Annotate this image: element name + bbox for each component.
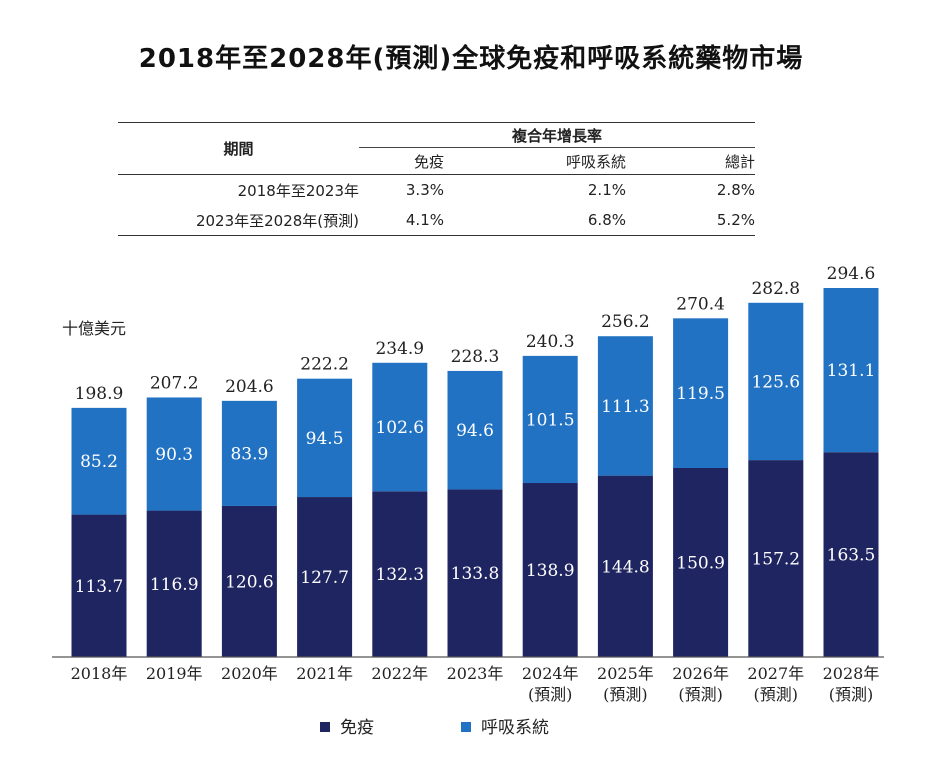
period-header: 期間	[223, 140, 254, 158]
cagr-group-header: 複合年增長率	[359, 123, 755, 148]
data-label-immunology: 132.3	[375, 565, 424, 585]
x-tick-label: (預測)	[528, 685, 573, 704]
data-label-total: 228.3	[451, 347, 500, 367]
x-tick-label: (預測)	[678, 685, 723, 704]
column-header-respiratory: 呼吸系統	[565, 152, 626, 171]
x-tick-label: 2019年	[146, 664, 203, 683]
data-label-respiratory: 94.6	[456, 421, 494, 441]
immunology-cagr-cell: 4.1%	[405, 211, 444, 229]
page-title: 2018年至2028年(預測)全球免疫和呼吸系統藥物市場	[138, 44, 804, 74]
data-label-immunology: 113.7	[75, 577, 124, 597]
data-label-total: 198.9	[75, 384, 124, 404]
respiratory-cagr-cell: 2.1%	[587, 181, 626, 199]
y-unit-label: 十億美元	[62, 319, 126, 338]
data-label-immunology: 157.2	[751, 550, 800, 570]
x-tick-label: 2021年	[296, 664, 353, 683]
x-tick-label: (預測)	[829, 685, 874, 704]
bar-immunology	[823, 452, 879, 657]
bar-respiratory	[597, 336, 653, 476]
legend-label: 免疫	[340, 718, 374, 738]
x-tick-label: 2020年	[221, 664, 278, 683]
bar-respiratory	[372, 362, 428, 492]
cagr-table: 期間 複合年增長率 免疫 呼吸系統 總計 2018年至2023年 3.3% 2.…	[118, 122, 755, 236]
column-header-total: 總計	[724, 152, 755, 171]
data-label-respiratory: 83.9	[230, 444, 268, 464]
data-label-respiratory: 111.3	[601, 397, 650, 417]
data-label-respiratory: 90.3	[155, 445, 193, 465]
bar-immunology	[221, 505, 277, 657]
data-label-immunology: 133.8	[451, 564, 500, 584]
data-label-total: 204.6	[225, 377, 274, 397]
legend-label: 呼吸系統	[481, 718, 549, 738]
bar-immunology	[447, 489, 503, 657]
total-cagr-cell: 2.8%	[716, 181, 755, 199]
bar-respiratory	[748, 302, 804, 461]
legend-swatch	[320, 722, 330, 732]
data-label-total: 240.3	[526, 332, 575, 352]
bar-respiratory	[673, 318, 729, 468]
immunology-cagr-cell: 3.3%	[405, 181, 444, 199]
data-label-respiratory: 101.5	[526, 410, 575, 430]
legend-swatch	[461, 722, 471, 732]
table-row: 2018年至2023年 3.3% 2.1% 2.8%	[118, 175, 755, 205]
data-label-respiratory: 85.2	[80, 452, 118, 472]
data-label-immunology: 163.5	[827, 546, 876, 566]
data-label-immunology: 116.9	[150, 575, 199, 595]
data-label-respiratory: 94.5	[306, 429, 344, 449]
data-label-total: 294.6	[827, 264, 876, 284]
data-label-immunology: 120.6	[225, 572, 274, 592]
bar-immunology	[297, 497, 353, 657]
x-tick-label: 2024年	[522, 664, 579, 683]
bar-immunology	[372, 491, 428, 657]
data-label-total: 234.9	[375, 339, 424, 359]
data-label-respiratory: 102.6	[375, 418, 424, 438]
respiratory-cagr-cell: 6.8%	[587, 211, 626, 229]
bar-immunology	[522, 483, 578, 657]
bar-respiratory	[146, 397, 202, 511]
x-tick-label: 2018年	[71, 664, 128, 683]
x-tick-label: 2022年	[371, 664, 428, 683]
bar-respiratory	[522, 355, 578, 484]
bar-respiratory	[447, 370, 503, 490]
period-cell: 2018年至2023年	[237, 181, 359, 200]
x-tick-label: 2028年	[823, 664, 880, 683]
data-label-total: 207.2	[150, 373, 199, 393]
period-cell: 2023年至2028年(預測)	[195, 211, 359, 230]
data-label-respiratory: 119.5	[676, 384, 725, 404]
bar-immunology	[673, 467, 729, 657]
table-row: 2023年至2028年(預測) 4.1% 6.8% 5.2%	[118, 205, 755, 236]
bar-immunology	[597, 475, 653, 657]
x-tick-label: (預測)	[603, 685, 648, 704]
column-header-immunology: 免疫	[413, 152, 444, 171]
bar-respiratory	[823, 288, 879, 453]
x-tick-label: 2025年	[597, 664, 654, 683]
x-tick-label: 2027年	[747, 664, 804, 683]
data-label-total: 270.4	[676, 294, 725, 314]
x-tick-label: (預測)	[754, 685, 799, 704]
bar-immunology	[71, 514, 127, 657]
bar-respiratory	[221, 400, 277, 506]
data-label-immunology: 144.8	[601, 557, 650, 577]
data-label-immunology: 150.9	[676, 553, 725, 573]
data-label-respiratory: 131.1	[827, 361, 876, 381]
data-label-total: 222.2	[300, 355, 349, 375]
bar-respiratory	[71, 407, 127, 515]
data-label-total: 256.2	[601, 312, 650, 332]
x-tick-label: 2026年	[672, 664, 729, 683]
data-label-respiratory: 125.6	[751, 372, 800, 392]
bar-respiratory	[297, 378, 353, 498]
data-label-immunology: 138.9	[526, 561, 575, 581]
total-cagr-cell: 5.2%	[716, 211, 755, 229]
data-label-total: 282.8	[751, 279, 800, 299]
x-tick-label: 2023年	[447, 664, 504, 683]
data-label-immunology: 127.7	[300, 568, 349, 588]
bar-immunology	[146, 510, 202, 657]
bar-immunology	[748, 460, 804, 657]
